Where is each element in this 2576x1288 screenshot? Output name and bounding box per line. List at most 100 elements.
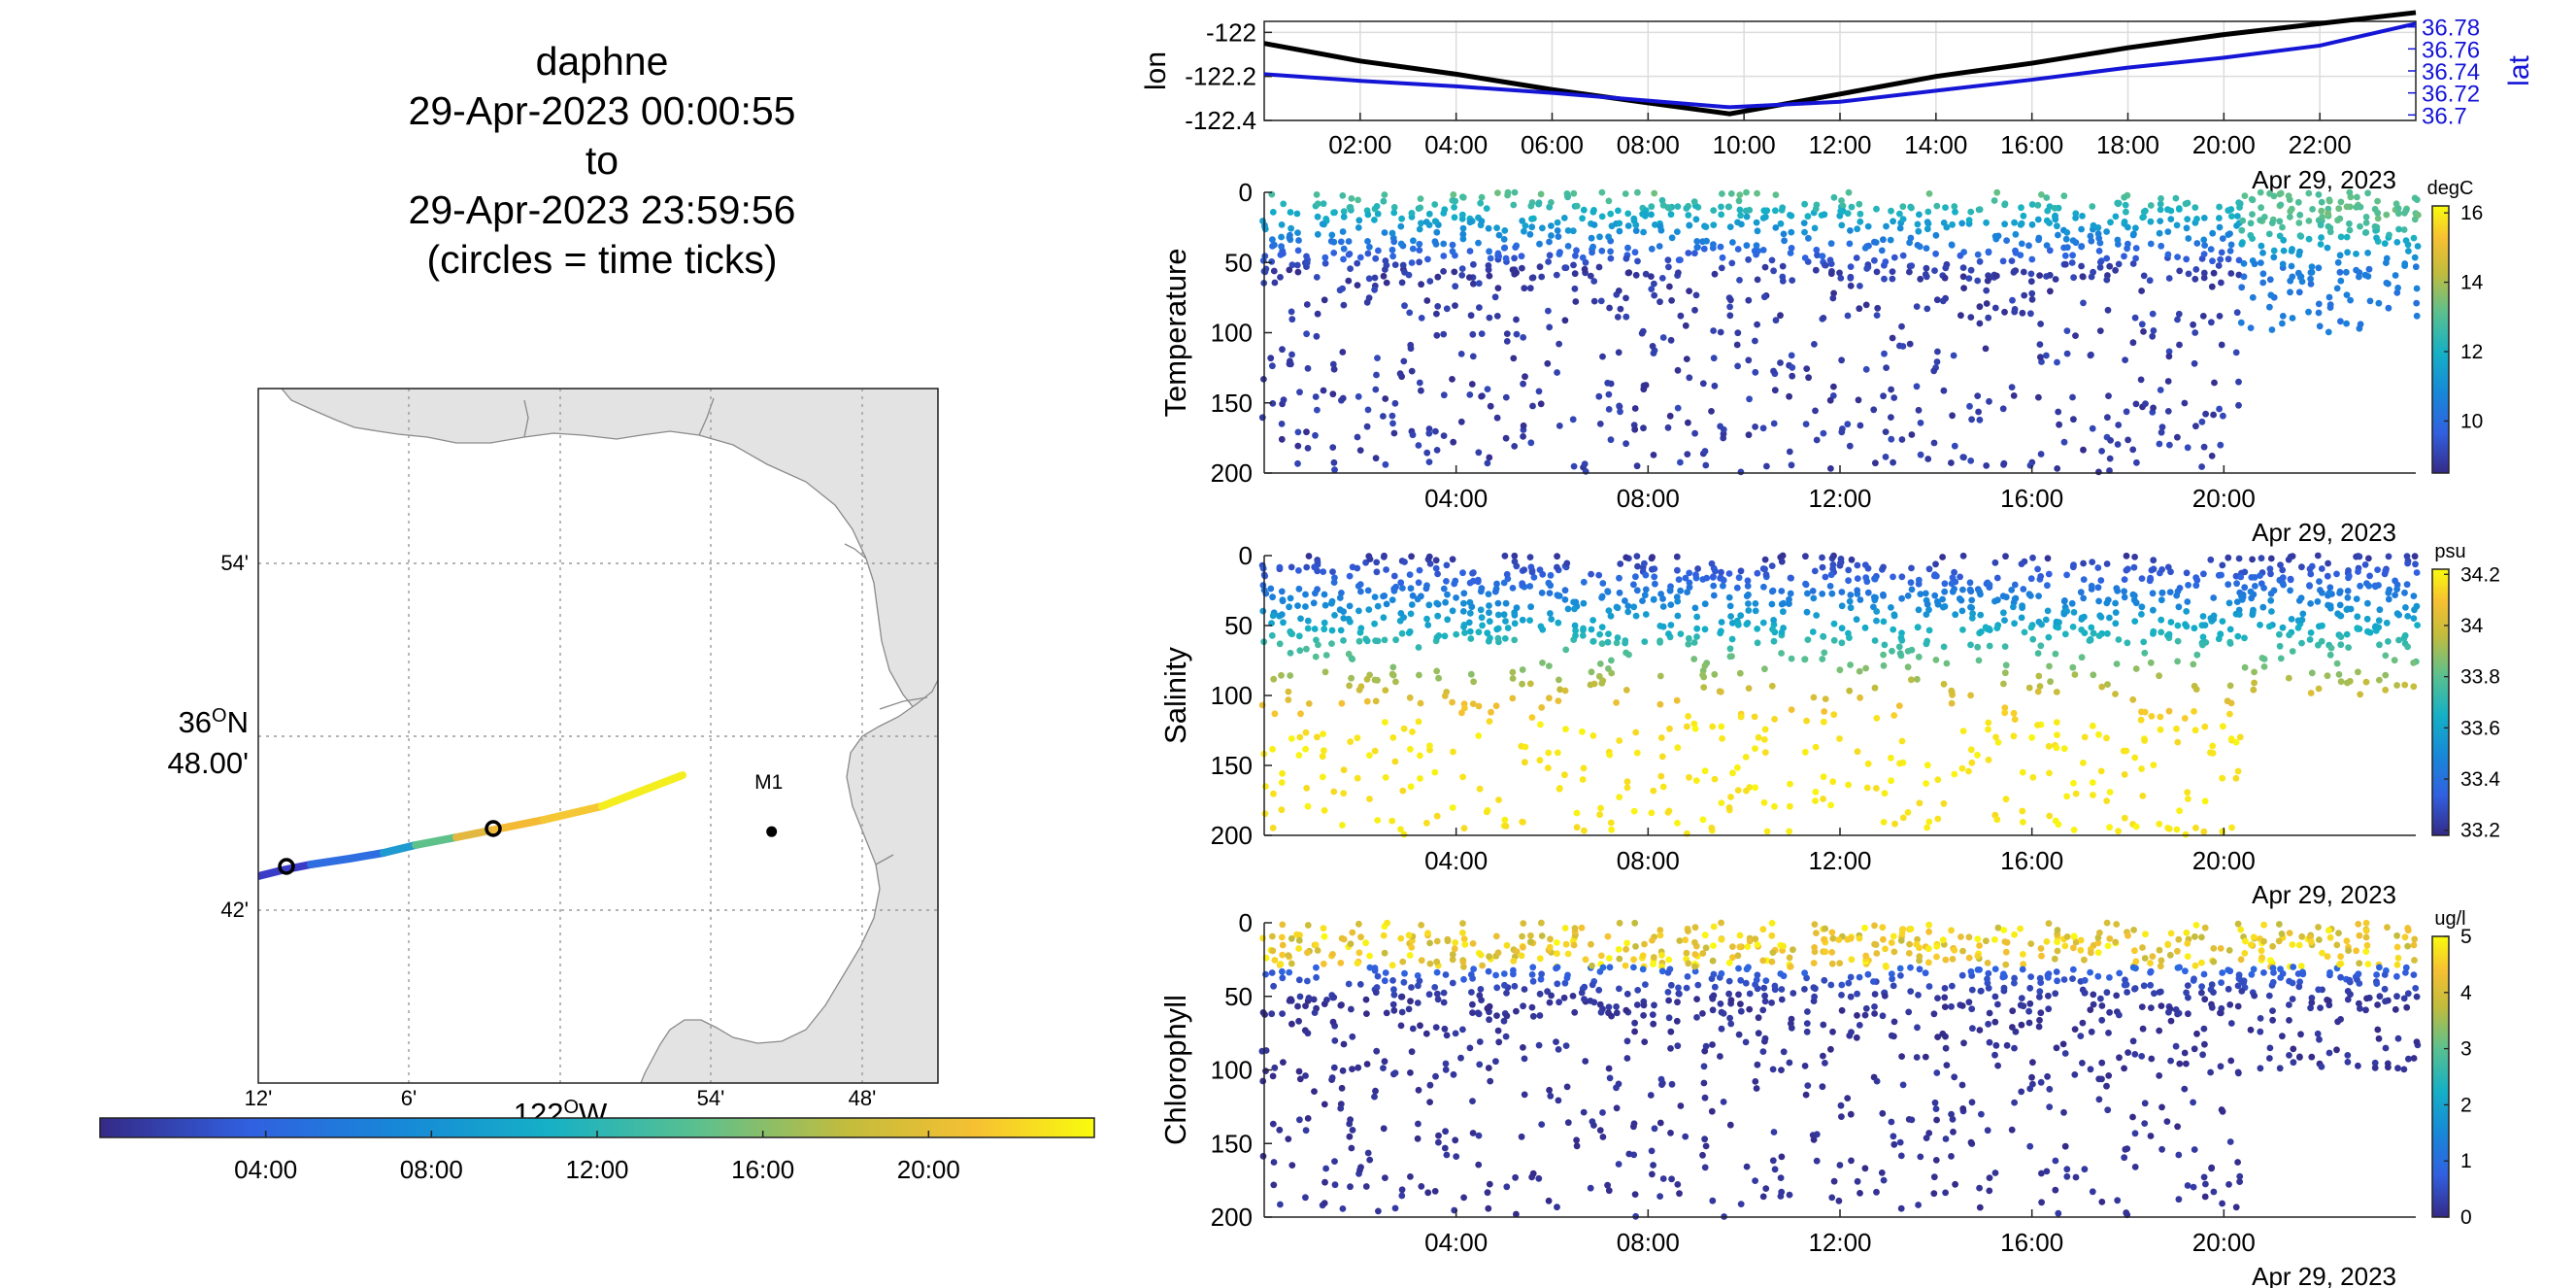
chlorophyll-point bbox=[1915, 1202, 1922, 1208]
chlorophyll-point bbox=[1597, 1008, 1605, 1016]
temperature-point bbox=[1844, 312, 1852, 320]
temperature-point bbox=[1728, 259, 1736, 267]
salinity-ylabel: Salinity bbox=[1158, 647, 1192, 744]
chlorophyll-point bbox=[1623, 1006, 1630, 1014]
temperature-point bbox=[1314, 406, 1321, 414]
temperature-point bbox=[1418, 387, 1424, 394]
temperature-point bbox=[1950, 352, 1957, 359]
temperature-point bbox=[1906, 268, 1913, 276]
salinity-point bbox=[1511, 636, 1519, 644]
chlorophyll-point bbox=[1426, 1099, 1433, 1105]
temperature-point bbox=[1303, 330, 1310, 338]
salinity-point bbox=[1760, 798, 1768, 806]
map-lon-tick-48: 48' bbox=[849, 1086, 877, 1110]
salinity-point bbox=[1761, 726, 1769, 733]
chlorophyll-point bbox=[2403, 1003, 2411, 1011]
salinity-point bbox=[2077, 589, 2085, 596]
temperature-point bbox=[1802, 421, 1810, 427]
temperature-point bbox=[1632, 227, 1640, 235]
temperature-point bbox=[1500, 236, 1508, 243]
salinity-point bbox=[2150, 627, 2158, 635]
temperature-point bbox=[1509, 266, 1517, 274]
salinity-point bbox=[1500, 611, 1508, 619]
chlorophyll-point bbox=[1699, 950, 1707, 957]
temperature-point bbox=[2089, 424, 2096, 432]
temperature-point bbox=[1571, 270, 1579, 278]
chlorophyll-point bbox=[1905, 950, 1913, 957]
chlorophyll-point bbox=[2124, 1145, 2131, 1152]
salinity-point bbox=[1613, 639, 1621, 647]
chlorophyll-point bbox=[1913, 940, 1921, 948]
chlorophyll-point bbox=[2038, 1199, 2046, 1206]
temperature-point bbox=[1725, 203, 1732, 211]
chlorophyll-point bbox=[2185, 994, 2191, 1001]
temperature-point bbox=[2167, 207, 2175, 215]
salinity-point bbox=[1424, 622, 1432, 628]
chlorophyll-point bbox=[2333, 941, 2341, 949]
salinity-point bbox=[1847, 604, 1855, 612]
salinity-point bbox=[2260, 663, 2268, 670]
chlorophyll-point bbox=[1535, 1174, 1543, 1182]
temperature-point bbox=[1382, 460, 1389, 468]
chlorophyll-point bbox=[1279, 974, 1287, 982]
chlorophyll-point bbox=[2402, 964, 2410, 971]
salinity-point bbox=[1677, 587, 1684, 594]
temperature-point bbox=[2362, 214, 2370, 220]
temperature-point bbox=[1545, 307, 1552, 315]
chlorophyll-point bbox=[1897, 1152, 1905, 1160]
chlorophyll-point bbox=[1510, 966, 1517, 974]
salinity-point bbox=[1650, 595, 1657, 603]
salinity-point bbox=[2140, 638, 2148, 646]
chlorophyll-point bbox=[1978, 1110, 1985, 1118]
salinity-point bbox=[1346, 572, 1354, 580]
salinity-point bbox=[1354, 734, 1361, 742]
temperature-point bbox=[2237, 319, 2245, 326]
lonlat-ytick-right-label: 36.76 bbox=[2422, 37, 2480, 63]
chlorophyll-point bbox=[1768, 1000, 1775, 1006]
salinity-point bbox=[2345, 572, 2353, 580]
temperature-point bbox=[2103, 254, 2111, 262]
chlorophyll-point bbox=[1915, 992, 1922, 999]
chlorophyll-point bbox=[1650, 961, 1656, 967]
chlorophyll-point bbox=[2238, 978, 2246, 986]
chlorophyll-point bbox=[1564, 950, 1572, 958]
salinity-point bbox=[1951, 770, 1958, 778]
temperature-point bbox=[1786, 392, 1792, 400]
chlorophyll-point bbox=[1967, 1138, 1975, 1146]
chlorophyll-point bbox=[2061, 1142, 2069, 1150]
salinity-point bbox=[1441, 632, 1449, 640]
chlorophyll-point bbox=[2001, 972, 2008, 980]
temperature-point bbox=[1623, 313, 1630, 321]
chlorophyll-point bbox=[1745, 964, 1752, 971]
salinity-point bbox=[1934, 776, 1942, 784]
temperature-point bbox=[1699, 380, 1707, 388]
salinity-point bbox=[2258, 555, 2265, 562]
salinity-point bbox=[2002, 796, 2010, 803]
chlorophyll-point bbox=[2413, 1038, 2421, 1046]
chlorophyll-point bbox=[1968, 986, 1976, 994]
chlorophyll-point bbox=[2219, 1107, 2226, 1115]
chlorophyll-point bbox=[1469, 1000, 1476, 1008]
salinity-point bbox=[1572, 627, 1579, 634]
temperature-point bbox=[1614, 314, 1622, 321]
temperature-point bbox=[1440, 210, 1448, 217]
temperature-point bbox=[1595, 263, 1603, 271]
chlorophyll-point bbox=[1286, 968, 1293, 976]
chlorophyll-point bbox=[1939, 1030, 1947, 1037]
temperature-point bbox=[1734, 329, 1742, 337]
temperature-point bbox=[1932, 250, 1939, 257]
temperature-point bbox=[1761, 263, 1769, 271]
temperature-point bbox=[2147, 202, 2155, 209]
salinity-point bbox=[1924, 824, 1931, 831]
salinity-point bbox=[2191, 708, 2197, 715]
temperature-point bbox=[1711, 270, 1719, 278]
chlorophyll-point bbox=[2131, 1130, 2139, 1137]
chlorophyll-point bbox=[1460, 935, 1468, 942]
temperature-point bbox=[2068, 259, 2076, 266]
chlorophyll-point bbox=[1442, 1066, 1450, 1073]
salinity-point bbox=[1677, 630, 1685, 637]
temperature-point bbox=[1546, 252, 1554, 259]
chlorophyll-point bbox=[1554, 980, 1561, 988]
temperature-point bbox=[1812, 407, 1819, 415]
salinity-point bbox=[2103, 599, 2111, 607]
